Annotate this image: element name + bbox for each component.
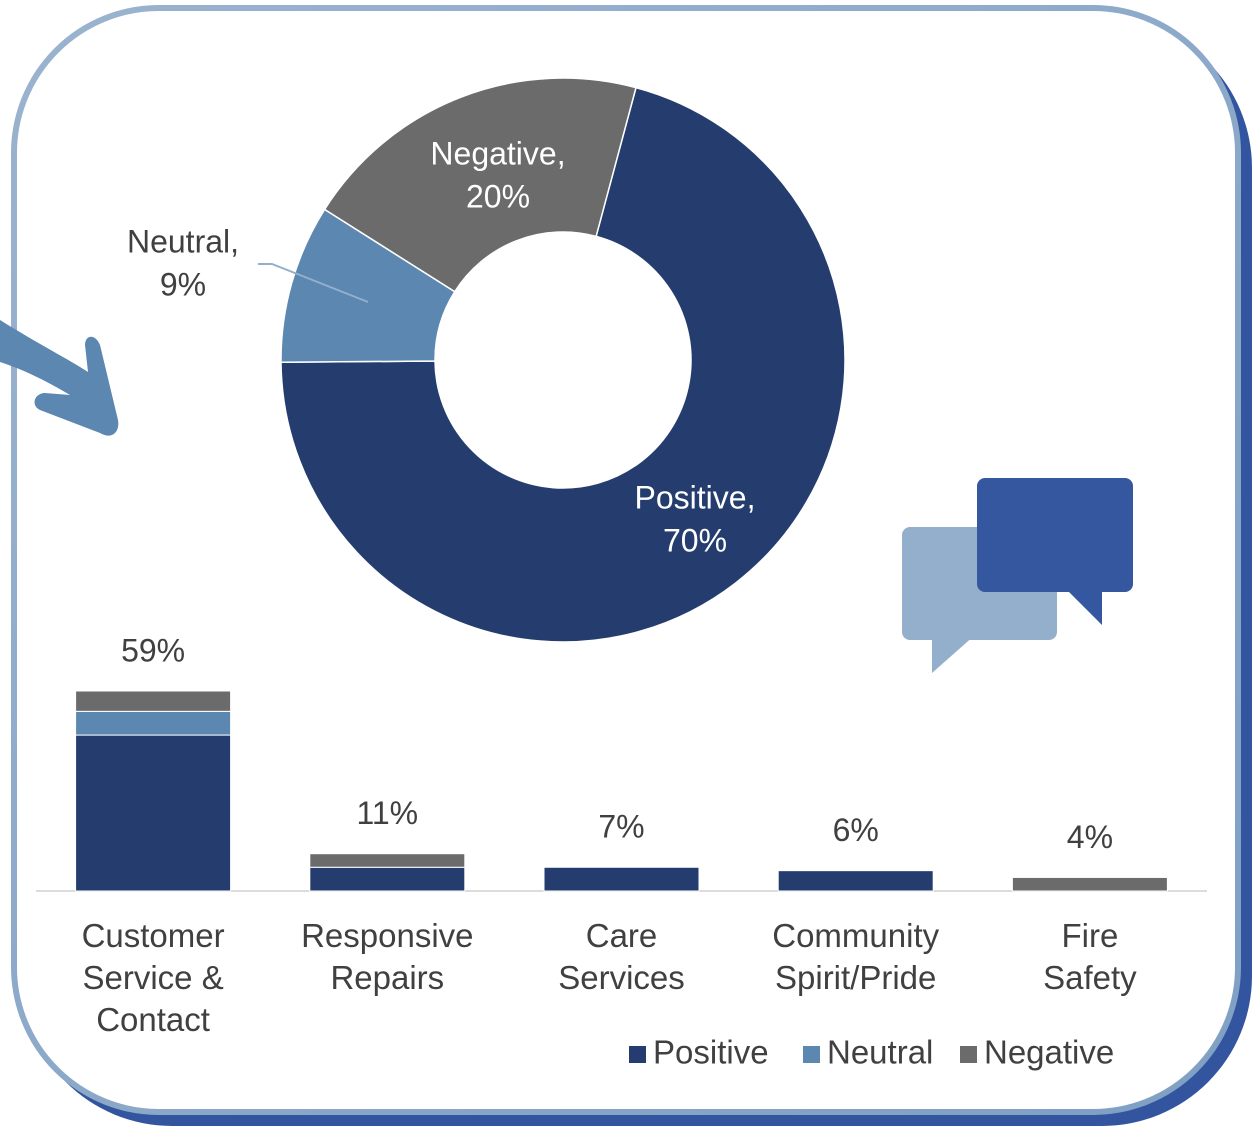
- legend-swatch: [960, 1046, 977, 1063]
- legend-label: Positive: [653, 1034, 769, 1071]
- x-tick-label: Care Services: [558, 917, 685, 996]
- donut-slice: [323, 77, 637, 293]
- slice-label: Negative,: [430, 135, 565, 171]
- slice-label: Positive,: [635, 479, 756, 515]
- x-tick-label: Customer Service & Contact: [82, 917, 225, 1038]
- x-tick-label: Fire Safety: [1043, 917, 1137, 996]
- arrow-icon: [0, 320, 119, 436]
- bar-total-label: 4%: [1067, 819, 1113, 855]
- bar-segment: [1011, 876, 1168, 892]
- bar-segment: [777, 870, 934, 892]
- bar-total-label: 11%: [356, 795, 418, 831]
- bar-total-label: 59%: [121, 632, 185, 668]
- bar-total-label: 7%: [598, 809, 644, 845]
- legend-label: Neutral: [827, 1034, 933, 1071]
- speech-bubbles: [902, 478, 1133, 673]
- slice-value: 9%: [160, 266, 206, 302]
- slice-value: 70%: [663, 522, 727, 558]
- bar-segment: [309, 853, 466, 868]
- bar-segment: [75, 690, 232, 712]
- legend-swatch: [629, 1046, 646, 1063]
- bar-segment: [75, 710, 232, 736]
- bar-total-label: 6%: [833, 812, 879, 848]
- x-tick-label: Responsive Repairs: [301, 917, 473, 996]
- donut-slice: [280, 86, 846, 643]
- bar-segment: [543, 866, 700, 892]
- leader-line: [258, 263, 369, 303]
- slice-label: Neutral,: [127, 223, 239, 259]
- legend-label: Negative: [984, 1034, 1114, 1071]
- x-tick-label: Community Spirit/Pride: [772, 917, 939, 996]
- bar-segment: [309, 866, 466, 892]
- legend-swatch: [803, 1046, 820, 1063]
- bar-segment: [75, 734, 232, 892]
- slice-value: 20%: [466, 178, 530, 214]
